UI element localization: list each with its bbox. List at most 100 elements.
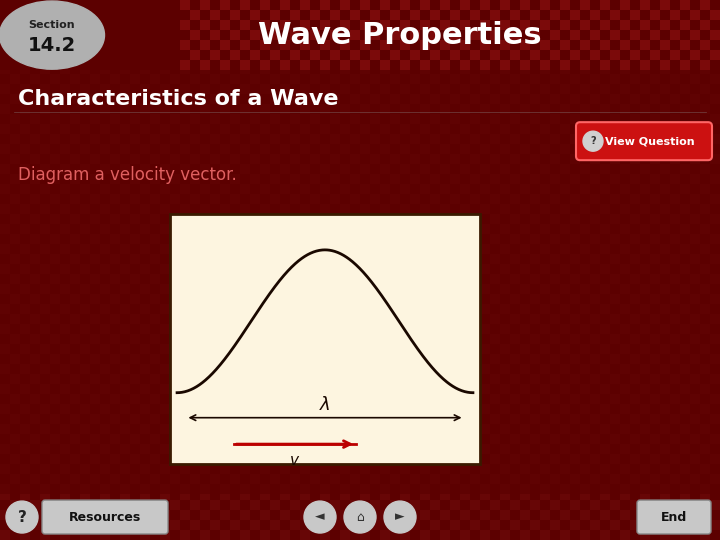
Bar — [480, 344, 490, 354]
Bar — [100, 204, 110, 214]
Bar — [240, 20, 250, 30]
Bar — [620, 344, 630, 354]
Bar — [280, 244, 290, 254]
Bar — [630, 374, 640, 384]
Bar — [520, 364, 530, 374]
Bar — [370, 30, 380, 40]
Bar — [580, 104, 590, 114]
Bar — [0, 384, 10, 394]
Bar — [200, 424, 210, 434]
Bar — [500, 424, 510, 434]
Bar — [200, 204, 210, 214]
Bar — [370, 214, 380, 224]
Bar — [390, 74, 400, 84]
Bar — [460, 284, 470, 294]
Bar — [370, 414, 380, 424]
Bar — [650, 134, 660, 144]
Bar — [80, 264, 90, 274]
Bar — [220, 204, 230, 214]
Bar — [480, 424, 490, 434]
Bar — [310, 434, 320, 444]
Bar — [210, 30, 220, 40]
Bar — [320, 244, 330, 254]
Bar — [460, 484, 470, 494]
Bar — [450, 414, 460, 424]
Bar — [400, 424, 410, 434]
Bar — [440, 60, 450, 70]
Bar — [540, 144, 550, 154]
Bar — [120, 84, 130, 94]
Bar — [590, 10, 600, 20]
Bar — [180, 490, 190, 500]
Bar — [180, 84, 190, 94]
Bar — [240, 424, 250, 434]
Bar — [650, 94, 660, 104]
Bar — [380, 490, 390, 500]
Bar — [320, 384, 330, 394]
Bar — [270, 174, 280, 184]
Bar — [640, 510, 650, 520]
Bar — [420, 444, 430, 454]
Bar — [240, 244, 250, 254]
Bar — [10, 254, 20, 264]
Bar — [30, 154, 40, 164]
Bar — [700, 264, 710, 274]
Bar — [290, 354, 300, 364]
Bar — [630, 454, 640, 464]
Bar — [10, 154, 20, 164]
Bar — [420, 284, 430, 294]
Bar — [40, 184, 50, 194]
Bar — [480, 60, 490, 70]
Bar — [620, 510, 630, 520]
Bar — [550, 154, 560, 164]
Bar — [460, 124, 470, 134]
Bar — [270, 500, 280, 510]
Bar — [20, 530, 30, 540]
Bar — [530, 214, 540, 224]
Bar — [90, 520, 100, 530]
Bar — [330, 214, 340, 224]
Bar — [640, 490, 650, 500]
Bar — [170, 154, 180, 164]
Bar — [350, 474, 360, 484]
Bar — [460, 424, 470, 434]
Bar — [710, 134, 720, 144]
Bar — [450, 354, 460, 364]
Bar — [330, 314, 340, 324]
Bar — [570, 234, 580, 244]
Bar — [690, 454, 700, 464]
Bar — [520, 304, 530, 314]
Bar — [200, 490, 210, 500]
Bar — [360, 224, 370, 234]
Bar — [80, 304, 90, 314]
Bar — [200, 84, 210, 94]
Bar — [270, 30, 280, 40]
Bar — [490, 334, 500, 344]
Bar — [60, 484, 70, 494]
Bar — [550, 374, 560, 384]
Bar — [440, 530, 450, 540]
Bar — [550, 454, 560, 464]
Bar — [630, 194, 640, 204]
Bar — [360, 104, 370, 114]
Bar — [550, 234, 560, 244]
Bar — [450, 174, 460, 184]
Bar — [690, 234, 700, 244]
Bar — [280, 224, 290, 234]
Bar — [0, 184, 10, 194]
Bar — [100, 304, 110, 314]
Bar — [290, 454, 300, 464]
Bar — [0, 484, 10, 494]
Bar — [290, 174, 300, 184]
Bar — [410, 94, 420, 104]
Bar — [580, 490, 590, 500]
Bar — [190, 74, 200, 84]
Bar — [610, 520, 620, 530]
Bar — [620, 530, 630, 540]
Bar — [130, 294, 140, 304]
Bar — [30, 294, 40, 304]
Bar — [230, 454, 240, 464]
Bar — [110, 334, 120, 344]
Bar — [510, 520, 520, 530]
Bar — [570, 434, 580, 444]
